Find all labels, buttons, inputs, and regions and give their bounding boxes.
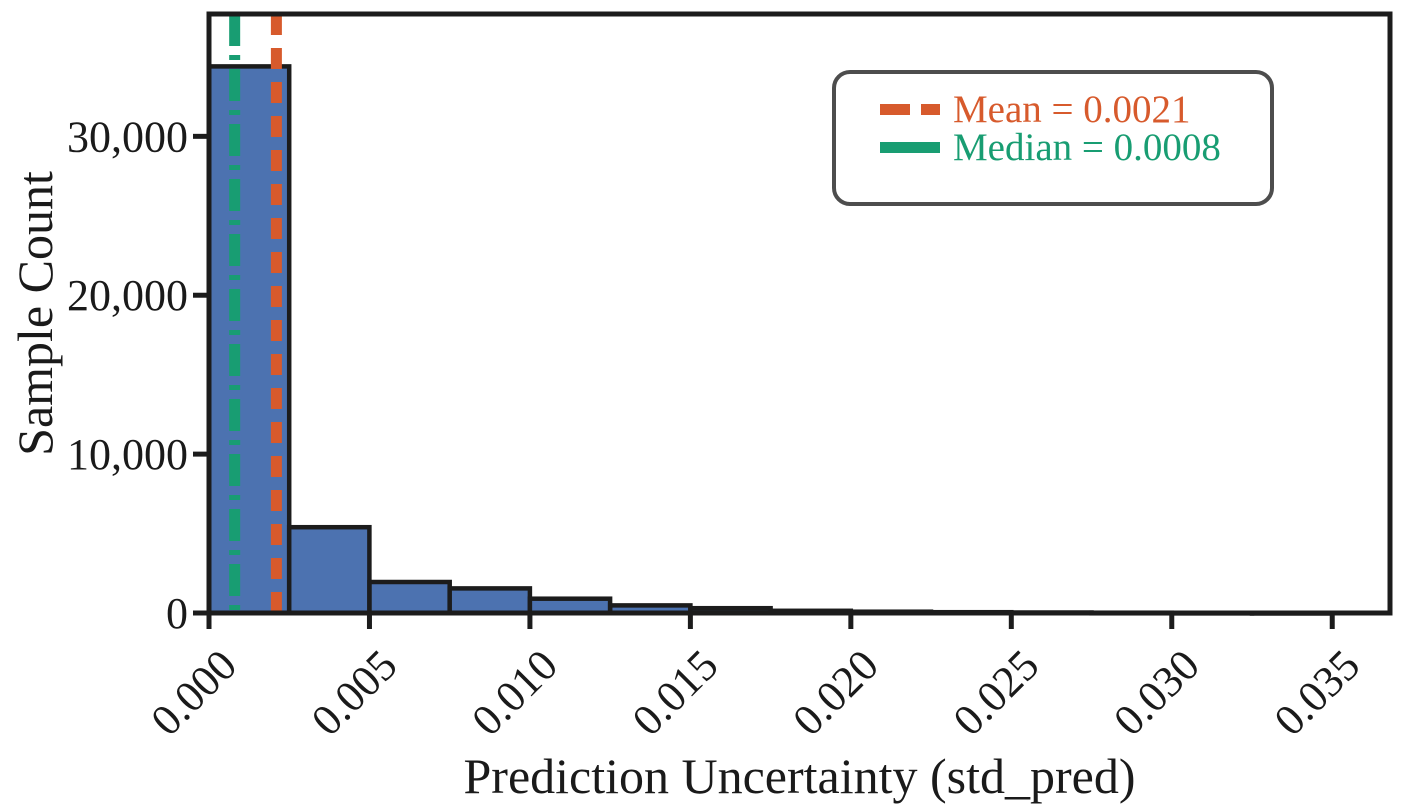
y-tick-label: 10,000 xyxy=(67,430,188,479)
x-tick-label: 0.035 xyxy=(1265,640,1370,745)
plot-border xyxy=(206,11,1393,616)
x-tick-label: 0.025 xyxy=(944,640,1049,745)
y-tick-label: 30,000 xyxy=(67,112,188,161)
legend-item-mean: Mean = 0.0021 xyxy=(880,87,1270,131)
median-line-sample xyxy=(880,141,940,153)
x-tick-label: 0.020 xyxy=(783,640,888,745)
median-label: Median = 0.0008 xyxy=(953,125,1221,169)
legend-item-median: Median = 0.0008 xyxy=(880,125,1270,169)
mean-line-sample xyxy=(880,103,940,115)
x-axis-label: Prediction Uncertainty (std_pred) xyxy=(463,748,1135,804)
y-tick-label: 0 xyxy=(166,589,188,638)
x-tick-label: 0.030 xyxy=(1104,640,1209,745)
histogram-bar xyxy=(367,579,452,616)
legend: Mean = 0.0021 Median = 0.0008 xyxy=(832,70,1274,206)
x-tick-label: 0.005 xyxy=(302,640,407,745)
x-tick-label: 0.015 xyxy=(623,640,728,745)
mean-label: Mean = 0.0021 xyxy=(953,87,1191,131)
y-axis-label: Sample Count xyxy=(7,171,63,456)
y-tick-label: 20,000 xyxy=(67,271,188,320)
x-tick-label: 0.000 xyxy=(141,640,246,745)
histogram-bar xyxy=(447,586,533,616)
x-tick-label: 0.010 xyxy=(462,640,567,745)
histogram-bar xyxy=(286,524,372,616)
